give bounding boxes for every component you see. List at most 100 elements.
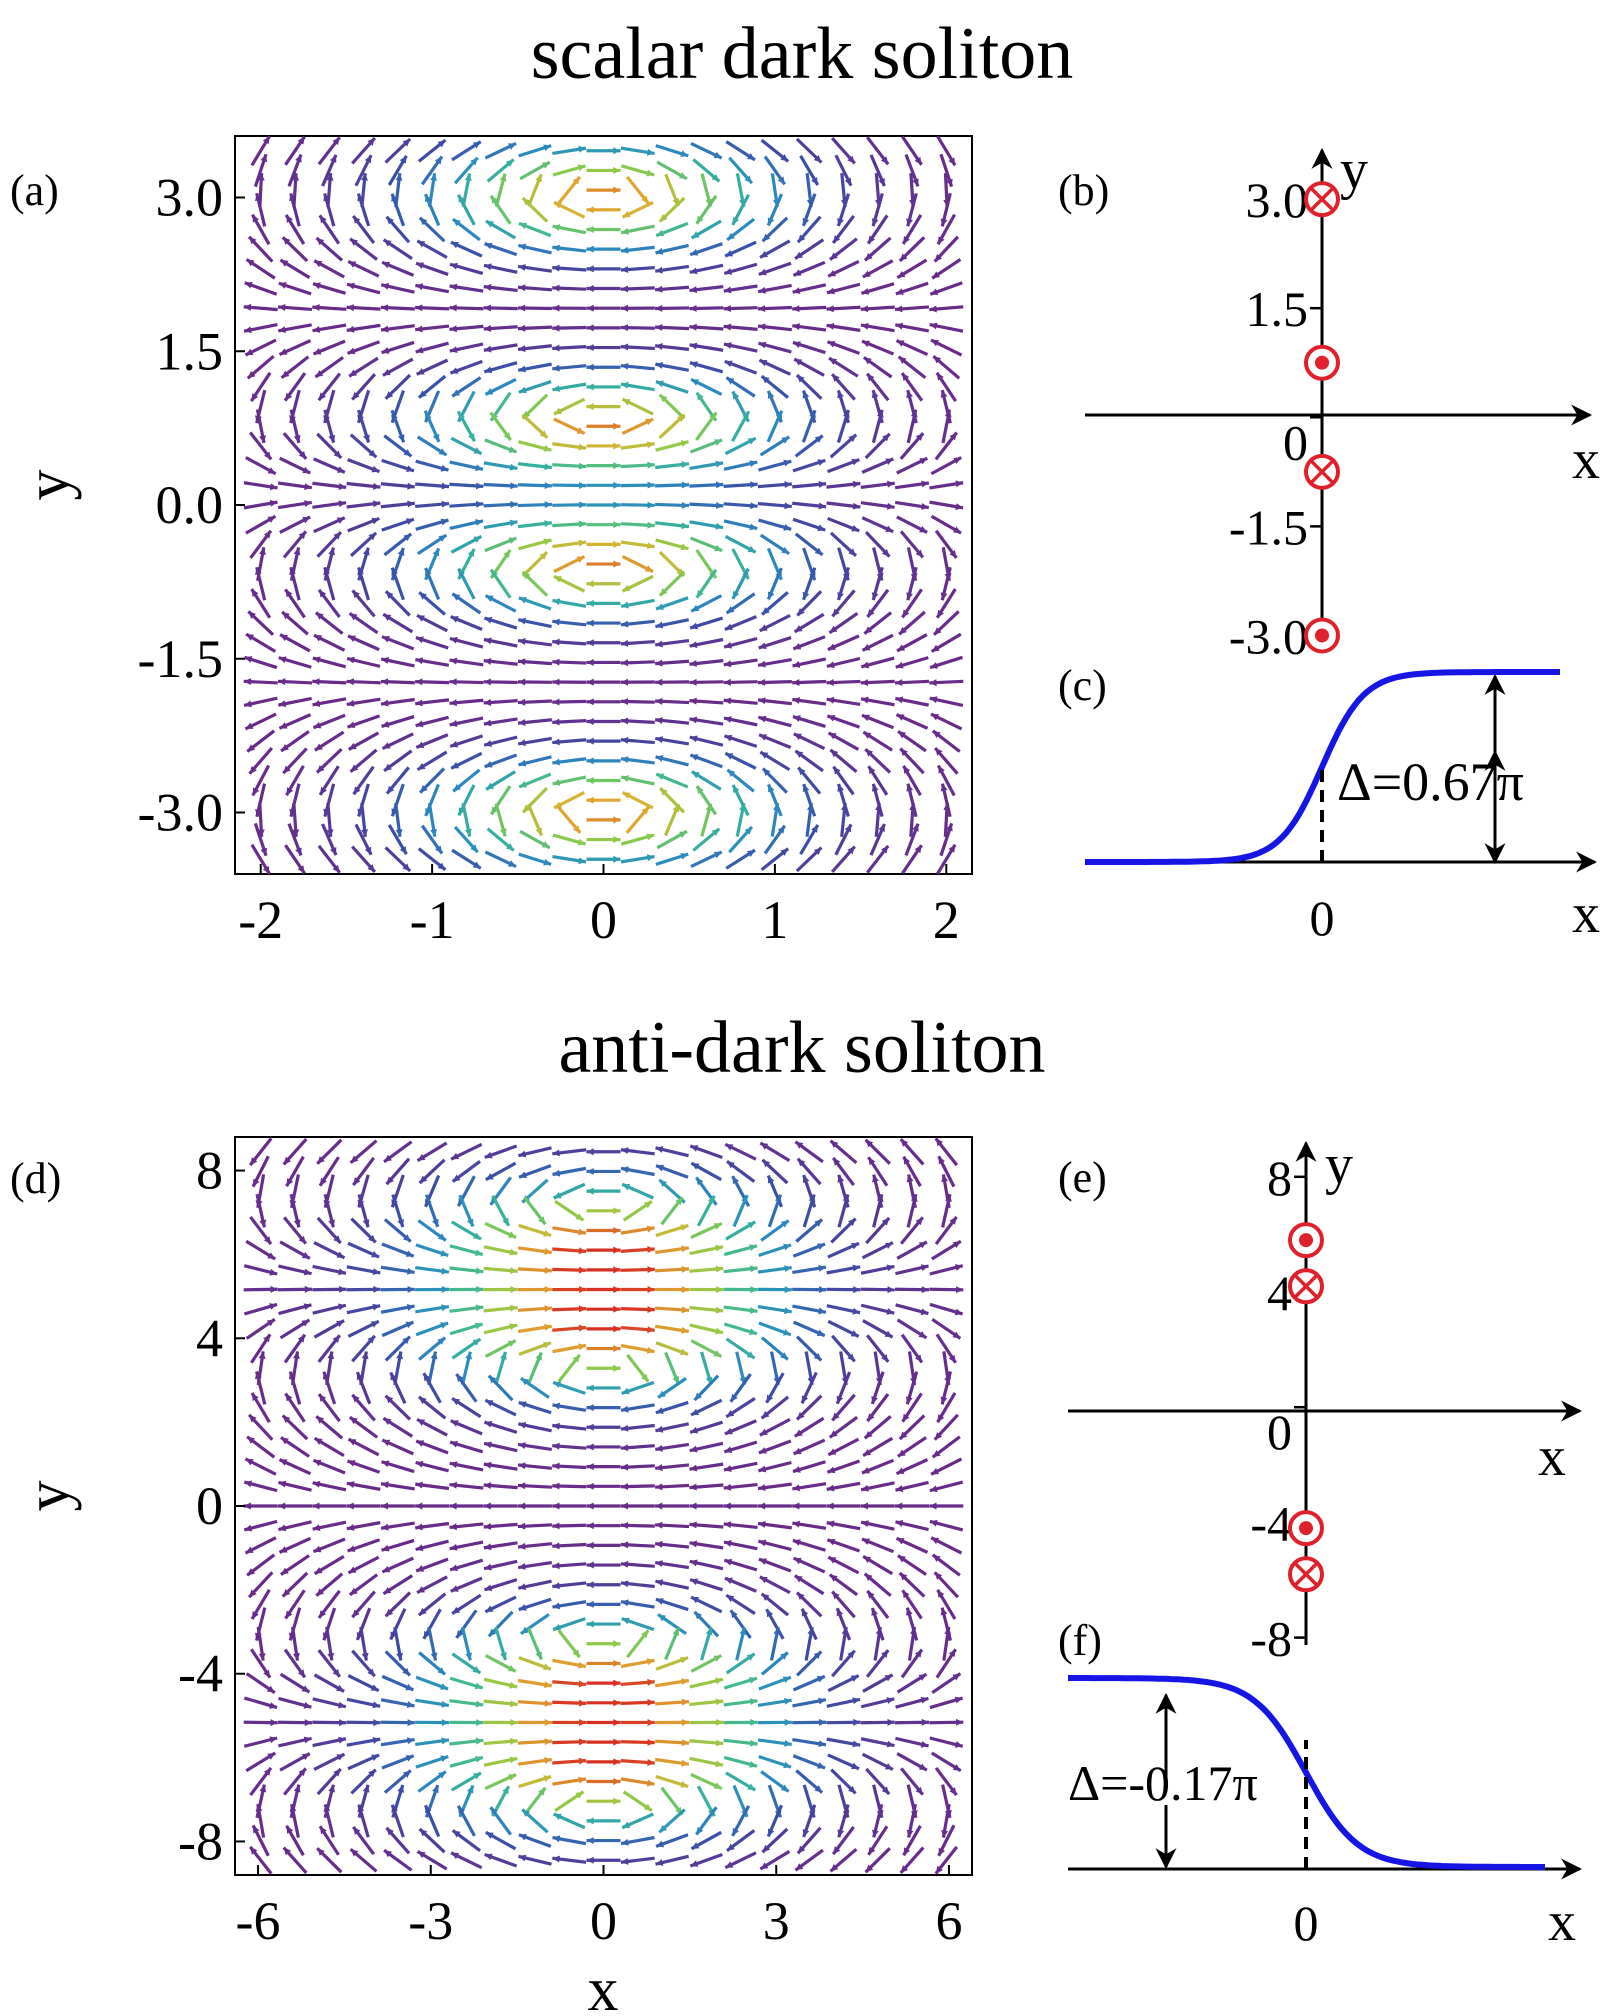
y-tick-label: 0 [196, 1476, 223, 1536]
quiver-arrowhead [689, 305, 696, 312]
quiver-arrowhead [647, 1326, 654, 1333]
quiver-arrowhead [518, 1503, 525, 1510]
quiver-arrowhead [587, 403, 594, 410]
panel-c: (c) Δ=0.67π 0 x [1058, 661, 1600, 946]
quiver-arrowhead [579, 1738, 586, 1745]
quiver-arrowhead [552, 325, 559, 332]
quiver-arrowhead [381, 678, 388, 685]
quiver-arrowhead [587, 1168, 594, 1175]
quiver-arrowhead [552, 639, 559, 646]
quiver-arrowhead [724, 679, 731, 686]
quiver-arrowhead [682, 1286, 689, 1293]
quiver-arrowhead [553, 1381, 561, 1388]
quiver-arrowhead [579, 1758, 586, 1765]
quiver-arrowhead [579, 463, 586, 470]
quiver-arrowhead [510, 501, 517, 508]
panel-a-quiver [244, 136, 964, 874]
quiver-arrowhead [716, 1719, 723, 1726]
quiver-arrowhead [442, 1719, 449, 1726]
y-tick-label: 8 [1267, 1150, 1292, 1206]
quiver-arrowhead [647, 1246, 654, 1253]
panel-a-ylabel: y [14, 470, 82, 501]
quiver-arrowhead [895, 679, 902, 686]
quiver-arrowhead [827, 1467, 835, 1474]
quiver-arrowhead [552, 345, 559, 352]
quiver-arrowhead [655, 286, 662, 293]
quiver-arrowhead [690, 1578, 698, 1585]
quiver-arrowhead [716, 1286, 723, 1293]
quiver-arrowhead [655, 679, 662, 686]
quiver-arrowhead [680, 1349, 688, 1356]
quiver-arrowhead [587, 206, 594, 213]
vortex-dot [1299, 1233, 1313, 1247]
panel-b-label: (b) [1058, 166, 1109, 215]
quiver-arrowhead [783, 1244, 791, 1251]
quiver-arrowhead [552, 659, 559, 666]
quiver-arrowhead [750, 502, 757, 509]
quiver-arrowhead [621, 737, 628, 744]
quiver-arrowhead [929, 1503, 936, 1510]
quiver-arrowhead [689, 679, 696, 686]
quiver-arrowhead [716, 1266, 723, 1273]
quiver-arrowhead [579, 1719, 586, 1726]
quiver-arrowhead [587, 1483, 594, 1490]
quiver-arrowhead [245, 282, 253, 289]
quiver-arrowhead [552, 1443, 559, 1450]
quiver-arrowhead [552, 1483, 559, 1490]
quiver-arrowhead [518, 284, 525, 291]
x-tick-label: 3 [763, 1891, 790, 1951]
quiver-arrowhead [552, 305, 559, 312]
quiver-arrowhead [759, 269, 767, 276]
quiver-arrowhead [803, 592, 810, 600]
quiver-arrowhead [613, 1247, 620, 1254]
quiver-arrowhead [758, 1503, 765, 1510]
x-tick-label: -2 [238, 890, 283, 950]
quiver-arrowhead [587, 305, 594, 312]
bottom-title: anti-dark soliton [558, 1007, 1045, 1089]
panel-d-xlabel: x [588, 1956, 619, 2016]
quiver-arrowhead [312, 304, 319, 311]
quiver-arrowhead [690, 1860, 698, 1867]
quiver-arrowhead [621, 1561, 628, 1568]
quiver-arrowhead [587, 1542, 594, 1549]
quiver-arrowhead [587, 285, 594, 292]
quiver-arrowhead [484, 325, 491, 332]
quiver-arrowhead [552, 1503, 559, 1510]
quiver-arrowhead [613, 187, 620, 194]
quiver-arrowhead [587, 324, 594, 331]
quiver-arrowhead [724, 305, 731, 312]
quiver-arrowhead [442, 483, 449, 490]
quiver-arrowhead [552, 1522, 559, 1529]
quiver-arrowhead [261, 848, 268, 856]
quiver-arrowhead [543, 144, 551, 151]
quiver-arrowhead [543, 1342, 551, 1349]
y-tick-label: 4 [1267, 1265, 1292, 1321]
quiver-arrowhead [647, 1679, 654, 1686]
quiver-arrowhead [690, 1427, 698, 1434]
quiver-arrowhead [519, 1401, 527, 1408]
quiver-arrowhead [861, 679, 868, 686]
quiver-arrowhead [587, 1404, 594, 1411]
y-tick-label: 1.5 [1246, 281, 1309, 337]
y-tick-label: -1.5 [1229, 499, 1308, 555]
quiver-arrowhead [484, 678, 491, 685]
quiver-arrowhead [689, 698, 696, 705]
quiver-arrowhead [510, 1719, 517, 1726]
quiver-arrowhead [827, 1539, 835, 1546]
quiver-arrowhead [929, 679, 936, 686]
panel-a: (a) -2 -1 0 1 23.01.50.0-1.5-3.0 y [10, 136, 972, 950]
panel-b-ylabel: y [1340, 139, 1368, 201]
quiver-arrowhead [656, 381, 664, 388]
quiver-arrowhead [613, 1680, 620, 1687]
panel-d: (d) -6 -3 0 3 6840-4-8 y x [10, 1137, 972, 2016]
panel-f-annotation: Δ=-0.17π [1068, 1755, 1258, 1811]
panel-a-label: (a) [10, 166, 59, 215]
quiver-arrowhead [680, 1657, 688, 1664]
quiver-arrowhead [339, 1719, 346, 1726]
quiver-arrowhead [579, 1325, 586, 1332]
y-tick-label: -3.0 [1229, 608, 1308, 664]
quiver-arrowhead [647, 1739, 654, 1746]
quiver-arrowhead [689, 1503, 696, 1510]
quiver-arrowhead [647, 1266, 654, 1273]
